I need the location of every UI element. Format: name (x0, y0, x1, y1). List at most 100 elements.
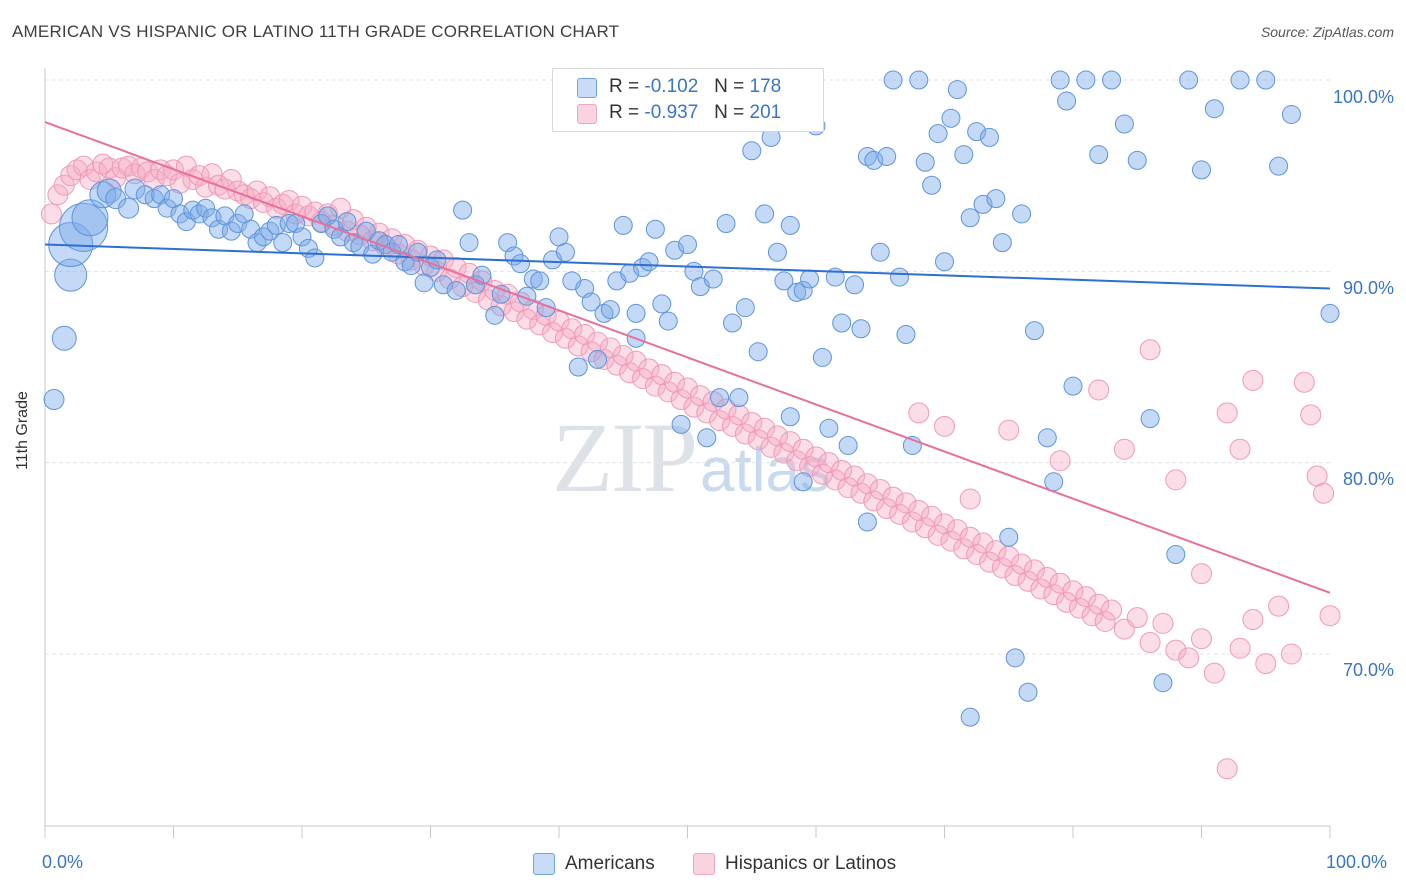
american-point-108 (774, 271, 794, 291)
bottom-hispanics-swatch (693, 853, 715, 875)
hispanic-point-157 (1049, 572, 1071, 594)
american-point-145 (1012, 204, 1032, 224)
hispanic-point-165 (1101, 599, 1123, 621)
hispanic-point-137 (921, 505, 943, 527)
hispanic-point-188 (998, 419, 1020, 441)
american-point-85 (626, 303, 646, 323)
hispanic-point-145 (972, 532, 994, 554)
americans-n-value: 178 (749, 76, 782, 97)
american-point-9 (118, 197, 140, 219)
american-point-89 (652, 294, 672, 314)
american-point-132 (928, 124, 948, 144)
bottom-legend-hispanics: Hispanics or Latinos (693, 852, 933, 876)
source-credit: Source: ZipAtlas.com (1260, 24, 1394, 40)
american-point-24 (221, 221, 241, 241)
legend-hispanics-text: R = -0.937 N = 201 (609, 102, 781, 124)
hispanic-point-0 (40, 203, 62, 225)
american-point-114 (812, 347, 832, 367)
american-point-61 (465, 275, 485, 295)
hispanic-point-161 (1075, 586, 1097, 608)
hispanic-point-18 (156, 165, 178, 187)
x-tick-label-max: 100.0% (1326, 852, 1388, 872)
hispanic-point-115 (779, 431, 801, 453)
american-point-63 (485, 305, 505, 325)
american-point-131 (922, 175, 942, 195)
hispanic-point-181 (1300, 404, 1322, 426)
bottom-americans-label: Americans (565, 853, 655, 874)
hispanic-point-197 (1242, 369, 1264, 391)
bottom-hispanics-label: Hispanics or Latinos (725, 853, 897, 874)
hispanic-point-51 (368, 222, 390, 244)
hispanic-point-100 (683, 396, 705, 418)
american-point-79 (588, 349, 608, 369)
hispanic-point-138 (927, 524, 949, 546)
american-point-96 (697, 428, 717, 448)
american-point-127 (896, 324, 916, 344)
american-point-147 (1024, 321, 1044, 341)
hispanic-point-186 (934, 415, 955, 437)
hispanic-point-29 (227, 180, 249, 202)
american-point-102 (735, 298, 755, 318)
hispanics-swatch (577, 104, 597, 124)
americans-trend-line (44, 243, 1331, 290)
hispanic-point-195 (1216, 402, 1238, 424)
american-point-109 (780, 215, 800, 235)
hispanic-point-191 (1113, 438, 1135, 460)
american-point-0 (43, 389, 65, 411)
american-point-81 (600, 300, 620, 320)
american-point-118 (838, 435, 858, 455)
american-point-87 (639, 252, 659, 272)
american-point-98 (710, 388, 730, 408)
hispanic-point-17 (150, 159, 172, 181)
american-point-129 (909, 70, 929, 90)
hispanic-point-154 (1030, 578, 1052, 600)
american-point-6 (89, 181, 117, 209)
american-point-152 (1063, 376, 1083, 396)
hispanic-point-141 (946, 519, 968, 541)
hispanic-point-180 (1293, 371, 1315, 393)
hispanic-point-5 (73, 155, 95, 177)
hispanic-point-129 (869, 478, 891, 500)
american-point-134 (941, 108, 961, 128)
hispanic-point-142 (953, 538, 975, 560)
hispanic-point-146 (978, 551, 1000, 573)
bottom-americans-swatch (533, 853, 555, 875)
american-point-1 (51, 325, 77, 351)
american-point-162 (1192, 160, 1211, 180)
american-point-83 (613, 215, 633, 235)
american-point-133 (935, 252, 954, 272)
american-point-171 (793, 472, 813, 492)
american-point-158 (1140, 409, 1160, 429)
american-point-172 (780, 407, 800, 427)
american-point-161 (1179, 70, 1199, 90)
american-point-107 (767, 242, 787, 262)
american-point-103 (742, 141, 762, 161)
american-point-37 (305, 248, 325, 268)
american-point-2 (54, 258, 88, 292)
american-point-90 (658, 311, 678, 331)
hispanic-point-35 (265, 197, 287, 219)
hispanic-point-112 (760, 436, 782, 458)
american-point-69 (523, 269, 543, 289)
american-point-16 (170, 204, 190, 224)
american-point-25 (228, 214, 248, 233)
american-point-111 (793, 280, 813, 300)
hispanic-point-169 (1152, 612, 1174, 634)
american-point-110 (787, 282, 807, 302)
hispanic-point-190 (1088, 379, 1110, 401)
american-point-20 (196, 198, 216, 218)
american-point-144 (1005, 648, 1025, 668)
y-tick-label-90: 90.0% (1342, 278, 1394, 298)
american-point-148 (1037, 428, 1057, 448)
hispanic-point-99 (677, 377, 698, 399)
american-point-167 (1281, 104, 1301, 124)
american-point-42 (337, 212, 357, 232)
american-point-157 (1127, 150, 1147, 170)
american-point-4 (59, 202, 109, 252)
hispanic-point-194 (1191, 563, 1212, 585)
american-point-166 (1269, 156, 1289, 176)
american-point-140 (979, 127, 999, 147)
y-axis-label: 11th Grade (14, 391, 31, 470)
american-point-164 (1230, 70, 1250, 90)
